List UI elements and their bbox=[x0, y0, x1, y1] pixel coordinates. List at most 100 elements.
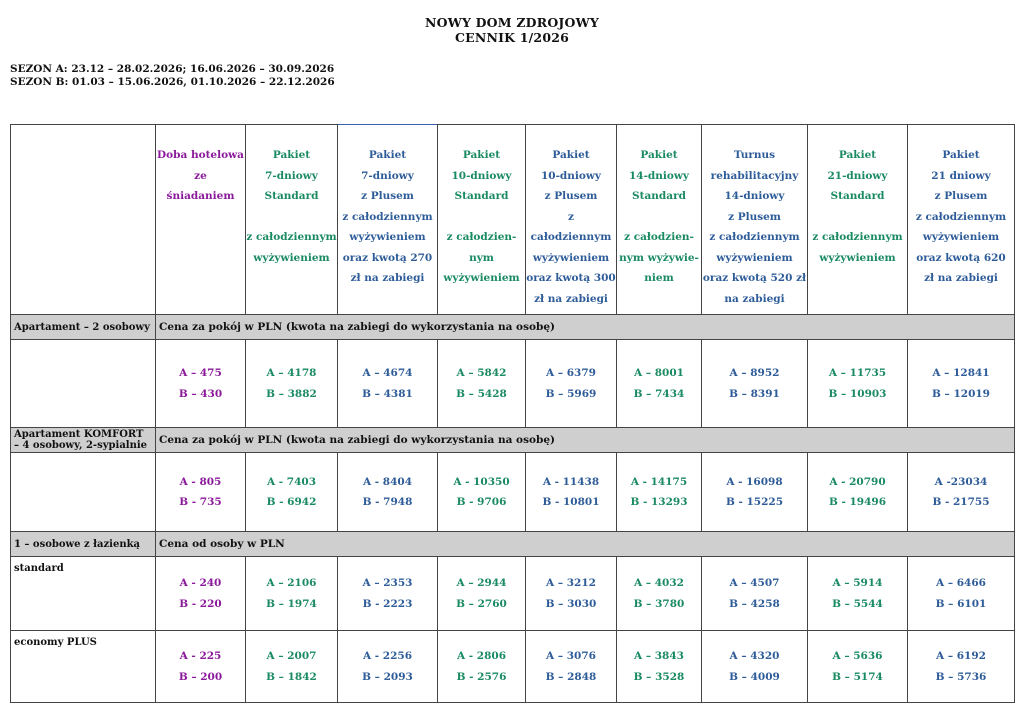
price-season-a: A - 805 bbox=[179, 475, 222, 488]
column-header-line: oraz kwotą 620 bbox=[916, 251, 1006, 264]
section-label: 1 – osobowe z łazienką bbox=[10, 531, 156, 557]
price-season-a: A – 12841 bbox=[932, 367, 990, 379]
price-season-b: B - 19496 bbox=[828, 496, 887, 508]
section-row: 1 – osobowe z łazienką Cena od osoby w PL… bbox=[10, 531, 1015, 557]
room-type-label bbox=[10, 339, 156, 428]
column-header-line: wyżywieniem bbox=[819, 251, 896, 264]
price-season-a: A -23034 bbox=[934, 475, 988, 488]
price-cell: A - 7403 B - 6942 bbox=[245, 452, 338, 532]
price-cell: A – 5842 B – 5428 bbox=[437, 339, 526, 428]
price-season-a: A - 14175 bbox=[630, 475, 688, 488]
column-header-line: z całodziennym bbox=[812, 231, 903, 243]
column-header-line: 7-dniowy bbox=[265, 169, 318, 182]
column-header-line: oraz kwotą 520 zł bbox=[702, 272, 807, 284]
price-season-b: B - 13293 bbox=[630, 496, 688, 508]
column-header-line: 14-dniowy bbox=[628, 169, 690, 182]
price-cell: A - 11438 B - 10801 bbox=[525, 452, 617, 532]
header-row: Doba hotelowa ze śniadaniem Pakiet 7-dniowy S… bbox=[10, 124, 1015, 315]
column-header-line: z Plusem bbox=[361, 190, 414, 202]
column-header-line: zł na zabiegi bbox=[350, 272, 425, 284]
price-season-a: A - 8404 bbox=[362, 475, 413, 488]
column-header-line: rehabilitacyjny bbox=[710, 169, 799, 182]
price-season-b: B – 5969 bbox=[545, 387, 597, 400]
column-header-line: niem bbox=[644, 272, 674, 284]
room-type-label bbox=[10, 452, 156, 532]
column-header-line: z Plusem bbox=[728, 210, 781, 223]
section-row: Apartament – 2 osobowy Cena za pokój w PL… bbox=[10, 314, 1015, 340]
price-season-b: B – 6101 bbox=[935, 597, 987, 610]
column-header-line: 10-dniowy bbox=[540, 169, 602, 182]
price-season-b: B – 2760 bbox=[456, 597, 507, 610]
column-header-line: zł na zabiegi bbox=[924, 272, 998, 284]
season-a: SEZON A: 23.12 – 28.02.2026; 16.06.2026 … bbox=[10, 63, 335, 75]
price-season-b: B – 8391 bbox=[729, 387, 780, 400]
price-cell: A – 8001 B – 7434 bbox=[616, 339, 702, 428]
price-season-b: B – 430 bbox=[178, 387, 223, 400]
price-season-b: B – 5174 bbox=[832, 670, 883, 683]
price-season-b: B – 5428 bbox=[456, 387, 507, 400]
column-header-line: 7-dniowy bbox=[361, 169, 414, 182]
price-season-a: A – 2944 bbox=[456, 577, 507, 589]
column-header-line: z całodzien- bbox=[624, 231, 694, 243]
price-cell: A – 8952 B – 8391 bbox=[701, 339, 808, 428]
price-cell: A - 2256 B – 2093 bbox=[337, 630, 438, 703]
price-cell: A – 4032 B – 3780 bbox=[616, 556, 702, 631]
price-season-b: B – 5544 bbox=[832, 597, 883, 610]
column-header-line bbox=[438, 207, 525, 228]
column-header-6: Pakiet 14-dniowy Standard z całodzien-nym … bbox=[616, 124, 702, 315]
price-cell: A - 240 B - 220 bbox=[155, 556, 246, 631]
column-header-line: wyżywieniem bbox=[532, 251, 610, 264]
column-header-5: Pakiet 10-dniowy z Plusem z całodziennym wyż… bbox=[525, 124, 617, 315]
price-season-a: A – 2106 bbox=[266, 577, 317, 589]
price-season-b: B - 15225 bbox=[725, 496, 784, 508]
price-season-b: B - 6942 bbox=[266, 496, 317, 508]
price-season-b: B – 3030 bbox=[545, 597, 597, 610]
column-header-line: wyżywieniem bbox=[922, 231, 1000, 243]
price-season-a: A – 5842 bbox=[456, 367, 507, 379]
column-header-line: z całodzien- bbox=[446, 231, 517, 243]
price-season-a: A – 4674 bbox=[362, 367, 413, 379]
price-season-a: A – 4320 bbox=[729, 650, 780, 662]
column-header-line: Pakiet bbox=[552, 149, 590, 161]
section-note: Cena od osoby w PLN bbox=[155, 531, 1015, 557]
price-cell: A – 3076 B – 2848 bbox=[525, 630, 617, 703]
column-header-8: Pakiet 21-dniowy Standard z całodziennym wy… bbox=[807, 124, 908, 315]
price-season-a: A – 475 bbox=[179, 367, 222, 379]
price-cell: A – 12841 B – 12019 bbox=[907, 339, 1015, 428]
column-header-line: oraz kwotą 270 bbox=[342, 251, 433, 264]
price-season-a: A - 7403 bbox=[266, 475, 317, 488]
price-season-a: A – 3212 bbox=[546, 577, 596, 589]
price-cell: A – 11735 B – 10903 bbox=[807, 339, 908, 428]
column-header-line: oraz kwotą 300 bbox=[526, 272, 616, 284]
price-season-b: B – 12019 bbox=[932, 387, 990, 400]
price-row: economy PLUS A - 225 B – 200 A – 2007 B – 18… bbox=[10, 630, 1015, 703]
price-season-a: A - 225 bbox=[179, 650, 222, 662]
price-season-b: B – 3528 bbox=[633, 670, 685, 683]
price-season-b: B - 2223 bbox=[362, 597, 413, 610]
column-header-line: z całodziennym bbox=[709, 231, 800, 243]
column-header-line: Standard bbox=[454, 190, 509, 202]
column-header-line: wyżywieniem bbox=[253, 251, 330, 264]
price-row: A – 475 B – 430 A – 4178 B – 3882 A – 4674 B … bbox=[10, 339, 1015, 428]
price-row: A - 805 B - 735 A - 7403 B - 6942 A - 8404 B … bbox=[10, 452, 1015, 532]
price-season-b: B - 735 bbox=[179, 496, 222, 508]
column-header-line: 14-dniowy bbox=[724, 190, 785, 202]
column-header-line: wyżywieniem bbox=[716, 251, 793, 264]
price-cell: A -23034 B - 21755 bbox=[907, 452, 1015, 532]
price-cell: A – 3843 B – 3528 bbox=[616, 630, 702, 703]
column-header-3: Pakiet 7-dniowy z Plusem z całodziennym wyży… bbox=[337, 124, 438, 315]
column-header-line: 10-dniowy bbox=[451, 169, 512, 182]
column-header-line: Standard bbox=[264, 190, 319, 202]
price-cell: A – 6466 B – 6101 bbox=[907, 556, 1015, 631]
price-cell: A - 16098 B - 15225 bbox=[701, 452, 808, 532]
price-cell: A – 2353 B - 2223 bbox=[337, 556, 438, 631]
column-header-line: z całodziennym bbox=[915, 210, 1007, 223]
column-header-line: Turnus bbox=[733, 149, 776, 161]
section-label-text: Apartament KOMFORT bbox=[14, 429, 144, 440]
price-cell: A - 225 B – 200 bbox=[155, 630, 246, 703]
column-header-line: wyżywieniem bbox=[349, 231, 426, 243]
price-cell: A - 805 B - 735 bbox=[155, 452, 246, 532]
price-row: standard A - 240 B - 220 A – 2106 B – 1974 A … bbox=[10, 556, 1015, 631]
column-header-line: z Plusem bbox=[544, 190, 598, 202]
price-season-a: A – 5636 bbox=[832, 650, 883, 662]
